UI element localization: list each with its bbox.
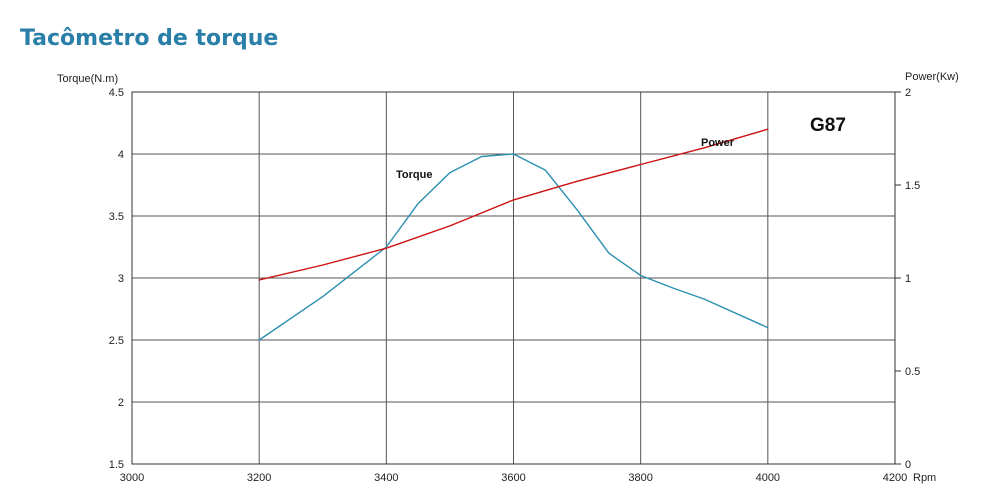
y-right-tick-label: 0 — [905, 459, 911, 471]
y-left-tick-label: 2.5 — [109, 335, 124, 347]
chart-ticks: 1.5 2 2.5 3 3.5 4 4.5 0 0.5 1 1.5 2 3000 3200 3400 3600… — [109, 87, 921, 484]
chart-series — [258, 128, 769, 341]
x-tick-label: 3600 — [501, 472, 525, 484]
x-tick-label: 4000 — [756, 472, 780, 484]
x-tick-label: 3800 — [628, 472, 652, 484]
y-right-tick-label: 1 — [905, 273, 911, 285]
series-line-torque — [258, 153, 769, 341]
x-tick-label: 3400 — [374, 472, 398, 484]
y-left-tick-label: 4.5 — [109, 87, 124, 99]
y-left-tick-label: 3.5 — [109, 211, 124, 223]
y-axis-left-title: Torque(N.m) — [57, 73, 118, 85]
series-label-power: Power — [701, 137, 735, 149]
x-tick-label: 3200 — [247, 472, 271, 484]
y-axis-right-title: Power(Kw) — [905, 71, 959, 83]
y-right-tick-label: 1.5 — [905, 180, 920, 192]
x-tick-label: 3000 — [120, 472, 144, 484]
series-label-torque: Torque — [396, 169, 432, 181]
x-axis-title: Rpm — [913, 472, 936, 484]
chart-grid — [131, 91, 896, 465]
series-line-power — [258, 128, 769, 281]
y-left-tick-label: 3 — [118, 273, 124, 285]
y-left-tick-label: 4 — [118, 149, 124, 161]
page-title: Tacômetro de torque — [20, 26, 279, 51]
y-right-tick-label: 2 — [905, 87, 911, 99]
model-annotation: G87 — [810, 115, 846, 136]
y-left-tick-label: 2 — [118, 397, 124, 409]
x-tick-label: 4200 — [883, 472, 907, 484]
y-right-tick-label: 0.5 — [905, 366, 920, 378]
y-left-tick-label: 1.5 — [109, 459, 124, 471]
